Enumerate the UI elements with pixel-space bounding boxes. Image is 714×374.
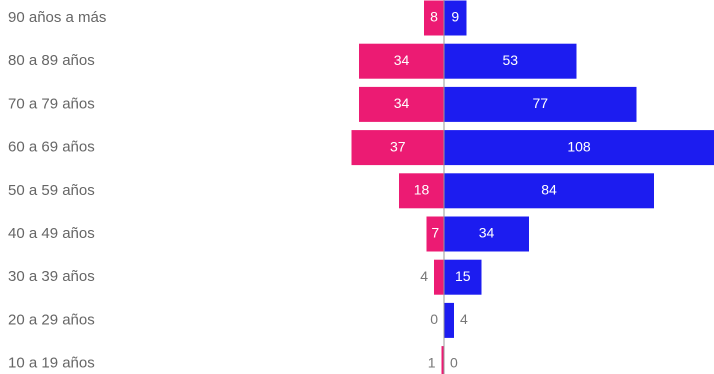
data-label-left: 37 bbox=[390, 138, 406, 154]
category-label: 30 a 39 años bbox=[8, 268, 95, 285]
category-labels: 90 años a más 80 a 89 años 70 a 79 años 60 … bbox=[8, 9, 106, 372]
bar-right bbox=[444, 43, 577, 79]
bar-right bbox=[444, 86, 637, 122]
data-label-left: 34 bbox=[394, 95, 410, 111]
bar-right bbox=[444, 302, 454, 338]
data-label-left: 18 bbox=[414, 182, 430, 198]
data-label-right: 4 bbox=[460, 311, 468, 327]
data-label-left: 8 bbox=[430, 9, 438, 25]
data-label-right: 9 bbox=[451, 9, 459, 25]
data-label-right: 53 bbox=[502, 52, 518, 68]
bar-left bbox=[399, 173, 444, 209]
category-label: 10 a 19 años bbox=[8, 355, 95, 372]
bar-left bbox=[424, 0, 444, 36]
category-label: 50 a 59 años bbox=[8, 182, 95, 199]
category-label: 60 a 69 años bbox=[8, 139, 95, 156]
right-series-bars bbox=[444, 0, 714, 338]
bar-left bbox=[426, 216, 444, 252]
data-label-right: 84 bbox=[541, 182, 557, 198]
data-label-left: 7 bbox=[431, 225, 439, 241]
bar-right bbox=[444, 0, 467, 36]
bar-right bbox=[444, 130, 714, 166]
category-label: 70 a 79 años bbox=[8, 95, 95, 112]
bar-left bbox=[441, 346, 444, 374]
data-label-left: 4 bbox=[420, 268, 428, 284]
category-label: 80 a 89 años bbox=[8, 52, 95, 69]
bar-left bbox=[351, 130, 444, 166]
bar-right bbox=[444, 216, 529, 252]
data-label-right: 77 bbox=[532, 95, 548, 111]
data-label-left: 34 bbox=[394, 52, 410, 68]
data-label-left: 0 bbox=[430, 311, 438, 327]
category-label: 20 a 29 años bbox=[8, 311, 95, 328]
bar-left bbox=[434, 259, 444, 295]
data-label-right: 34 bbox=[479, 225, 495, 241]
bar-left bbox=[359, 43, 444, 79]
bar-left bbox=[359, 86, 444, 122]
bar-right bbox=[444, 259, 482, 295]
data-label-right: 108 bbox=[567, 138, 591, 154]
bar-right bbox=[444, 173, 654, 209]
category-label: 90 años a más bbox=[8, 9, 106, 26]
data-label-left: 1 bbox=[428, 354, 436, 370]
data-label-right: 0 bbox=[450, 354, 458, 370]
data-label-right: 15 bbox=[455, 268, 471, 284]
category-label: 40 a 49 años bbox=[8, 225, 95, 242]
left-series-bars bbox=[351, 0, 444, 374]
